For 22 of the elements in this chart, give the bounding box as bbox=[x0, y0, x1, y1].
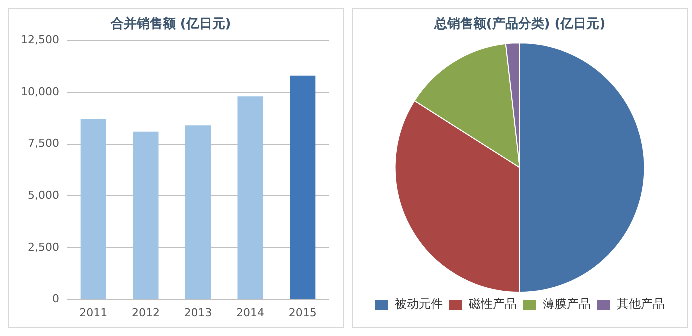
y-tick-label: 0 bbox=[52, 292, 60, 306]
legend-label: 磁性产品 bbox=[468, 297, 517, 312]
x-tick-label: 2015 bbox=[288, 306, 317, 320]
chart-title: 总销售额(产品分类) (亿日元) bbox=[433, 16, 606, 32]
y-tick-label: 12,500 bbox=[20, 33, 60, 46]
legend-label: 其他产品 bbox=[617, 297, 665, 312]
bar bbox=[185, 126, 212, 300]
chart-title: 合并销售额 (亿日元) bbox=[110, 16, 232, 32]
y-tick-label: 5,000 bbox=[28, 188, 60, 202]
legend-label: 被动元件 bbox=[395, 297, 443, 312]
y-tick-label: 2,500 bbox=[28, 240, 60, 254]
x-tick-label: 2013 bbox=[184, 306, 212, 320]
x-tick-label: 2012 bbox=[132, 306, 160, 320]
legend-label: 薄膜产品 bbox=[543, 297, 591, 312]
bar bbox=[133, 132, 159, 300]
bar bbox=[80, 119, 106, 300]
bar bbox=[290, 76, 316, 300]
bar bbox=[238, 96, 264, 300]
y-tick-label: 7,500 bbox=[28, 137, 60, 150]
x-tick-label: 2014 bbox=[236, 306, 265, 320]
x-tick-label: 2011 bbox=[80, 306, 108, 320]
y-tick-label: 10,000 bbox=[20, 85, 60, 98]
